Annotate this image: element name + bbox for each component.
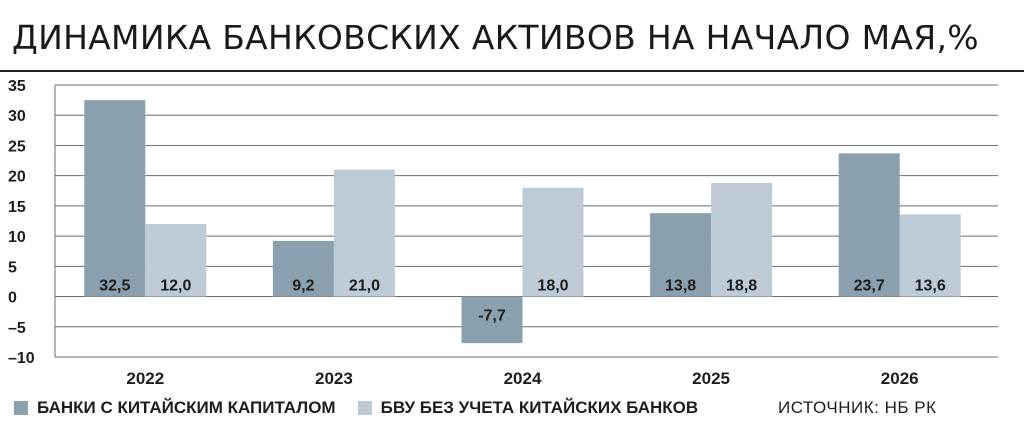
x-tick-label: 2026: [881, 369, 919, 388]
chart-title: ДИНАМИКА БАНКОВСКИХ АКТИВОВ НА НАЧАЛО МА…: [12, 18, 979, 57]
bar-1-2024: [461, 296, 523, 344]
bar-2-2023: [333, 169, 395, 297]
y-tick-label: 15: [8, 199, 26, 216]
bar-1-2023: [272, 240, 334, 297]
y-tick-label: –5: [8, 320, 26, 337]
legend-label-series-1: БАНКИ С КИТАЙСКИМ КАПИТАЛОМ: [37, 398, 336, 417]
source-note: ИСТОЧНИК: НБ РК: [778, 398, 937, 417]
bar-2-2026: [899, 214, 961, 297]
x-tick-label: 2023: [315, 369, 353, 388]
y-tick-label: 25: [8, 138, 26, 155]
bar-2-2025: [711, 182, 773, 297]
y-tick-label: 5: [8, 259, 17, 276]
bar-1-2025: [650, 213, 712, 297]
data-label: 32,5: [99, 278, 130, 295]
bar-1-2022: [84, 100, 146, 297]
bar-2-2024: [522, 187, 584, 297]
legend-label-series-2: БВУ БЕЗ УЧЕТА КИТАЙСКИХ БАНКОВ: [380, 398, 699, 417]
x-tick-label: 2022: [126, 369, 164, 388]
title-rule: [0, 70, 1024, 72]
data-label: -7,7: [478, 308, 506, 325]
legend-swatch-series-1: [14, 401, 28, 415]
legend-swatch-series-2: [357, 401, 372, 415]
data-label: 13,6: [915, 278, 946, 295]
data-label: 18,8: [726, 278, 757, 295]
bar-1-2026: [838, 153, 900, 297]
y-tick-label: 35: [8, 78, 26, 95]
data-label: 12,0: [160, 278, 191, 295]
bar-2-2022: [145, 224, 207, 297]
x-tick-label: 2024: [504, 369, 542, 388]
legend-item-series-1: БАНКИ С КИТАЙСКИМ КАПИТАЛОМ: [14, 398, 336, 418]
y-tick-label: 10: [8, 229, 26, 246]
legend: БАНКИ С КИТАЙСКИМ КАПИТАЛОМ БВУ БЕЗ УЧЕТ…: [14, 398, 720, 418]
data-label: 13,8: [665, 278, 696, 295]
data-label: 18,0: [537, 278, 568, 295]
y-tick-label: –10: [8, 350, 35, 367]
y-tick-label: 20: [8, 169, 26, 186]
data-label: 21,0: [349, 278, 380, 295]
y-tick-label: 0: [8, 290, 17, 307]
y-tick-label: 30: [8, 108, 26, 125]
x-tick-label: 2025: [692, 369, 730, 388]
data-label: 23,7: [854, 278, 885, 295]
legend-item-series-2: БВУ БЕЗ УЧЕТА КИТАЙСКИХ БАНКОВ: [357, 398, 699, 418]
data-label: 9,2: [292, 278, 314, 295]
